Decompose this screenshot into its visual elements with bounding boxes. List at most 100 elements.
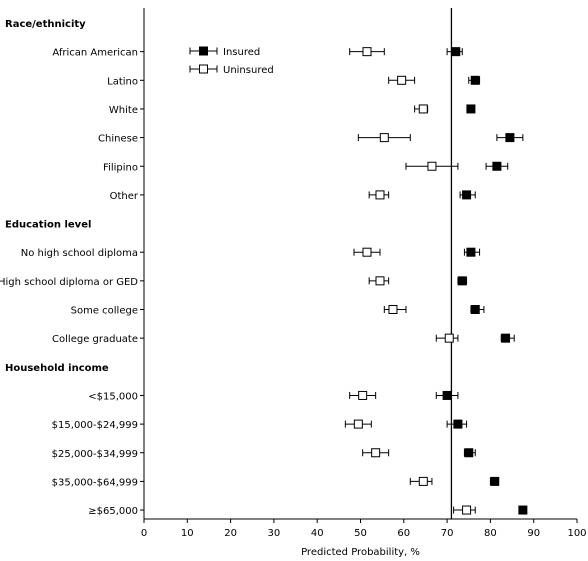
data-row: College graduate xyxy=(52,333,515,345)
open-square-marker xyxy=(397,75,407,85)
row-label: $15,000-$24,999 xyxy=(52,420,138,431)
uninsured-point xyxy=(453,505,476,515)
open-square-marker xyxy=(353,419,363,429)
x-axis-ticks: 0 10 20 30 40 50 60 70 80 90 100 xyxy=(141,519,587,539)
legend-label: Insured xyxy=(223,47,260,58)
row-label: $25,000-$34,999 xyxy=(52,449,138,460)
insured-point xyxy=(446,419,468,429)
row-label: Filipino xyxy=(103,162,138,173)
row-label: $35,000-$64,999 xyxy=(52,477,138,488)
legend-entry: Insured xyxy=(189,46,260,58)
data-row: Latino xyxy=(107,75,481,87)
filled-square-marker xyxy=(505,133,515,143)
filled-square-marker xyxy=(470,75,480,85)
group-label: Household income xyxy=(5,363,109,374)
filled-square-marker xyxy=(492,161,502,171)
insured-point xyxy=(496,133,524,143)
filled-square-marker xyxy=(518,505,528,515)
insured-point xyxy=(518,505,528,515)
x-tick-label: 80 xyxy=(484,528,497,539)
open-square-marker xyxy=(462,505,472,515)
data-row: No high school diploma xyxy=(21,247,481,259)
uninsured-point xyxy=(383,305,407,314)
x-tick-label: 50 xyxy=(354,528,367,539)
insured-point xyxy=(500,333,515,343)
insured-point xyxy=(457,276,468,286)
uninsured-point xyxy=(388,75,416,85)
insured-point xyxy=(446,47,463,57)
row-label: <$15,000 xyxy=(88,391,138,402)
open-square-marker xyxy=(388,305,398,314)
row-label: Latino xyxy=(107,76,138,87)
data-row: $35,000-$64,999 xyxy=(52,476,500,488)
legend-label: Uninsured xyxy=(223,65,274,76)
group-label: Education level xyxy=(5,220,91,231)
uninsured-point xyxy=(353,247,381,257)
row-label: Some college xyxy=(71,306,138,317)
uninsured-point xyxy=(368,190,390,200)
uninsured-point xyxy=(349,390,377,400)
insured-point xyxy=(468,75,481,85)
data-row: High school diploma or GED xyxy=(0,276,468,288)
open-square-marker xyxy=(358,390,368,400)
row-label: No high school diploma xyxy=(21,248,138,259)
uninsured-point xyxy=(414,104,429,114)
filled-square-marker xyxy=(501,333,511,343)
open-square-marker xyxy=(418,476,428,486)
filled-square-marker xyxy=(462,190,472,200)
filled-square-marker xyxy=(466,104,476,114)
data-row: Some college xyxy=(71,305,485,317)
open-square-marker xyxy=(362,47,372,57)
insured-point xyxy=(470,305,485,314)
filled-square-marker xyxy=(442,390,452,400)
filled-square-marker xyxy=(466,247,476,257)
uninsured-point xyxy=(409,476,433,486)
uninsured-point xyxy=(357,133,411,143)
open-square-marker xyxy=(418,104,428,114)
plot-frame xyxy=(143,8,577,520)
data-row: Chinese xyxy=(98,133,524,145)
insured-point xyxy=(435,390,459,400)
insured-point xyxy=(485,161,509,171)
row-label: African American xyxy=(52,48,138,59)
open-square-marker xyxy=(375,190,385,200)
filled-square-marker xyxy=(451,47,461,57)
legend-open-square-icon xyxy=(199,64,208,74)
row-label: ≥$65,000 xyxy=(88,506,138,517)
filled-square-marker xyxy=(490,476,500,486)
row-label: Chinese xyxy=(98,134,138,145)
legend: Insured Uninsured xyxy=(189,46,274,76)
uninsured-point xyxy=(405,161,459,171)
filled-square-marker xyxy=(464,448,474,458)
rows-group: Race/ethnicity African American Latino Whit… xyxy=(0,19,528,517)
x-tick-label: 40 xyxy=(311,528,324,539)
insured-point xyxy=(463,448,476,458)
uninsured-point xyxy=(435,333,459,343)
row-label: Other xyxy=(110,191,139,202)
x-tick-label: 60 xyxy=(397,528,410,539)
uninsured-point xyxy=(362,448,390,458)
row-label: White xyxy=(109,105,138,116)
data-row: Filipino xyxy=(103,161,509,173)
open-square-marker xyxy=(444,333,454,343)
x-tick-label: 20 xyxy=(224,528,237,539)
data-row: $25,000-$34,999 xyxy=(52,448,476,460)
group-label: Race/ethnicity xyxy=(5,19,86,30)
data-row: $15,000-$24,999 xyxy=(52,419,468,431)
x-tick-label: 90 xyxy=(527,528,540,539)
uninsured-point xyxy=(349,47,385,57)
data-row: Other xyxy=(110,190,476,202)
x-tick-label: 10 xyxy=(181,528,194,539)
filled-square-marker xyxy=(457,276,467,286)
x-tick-label: 70 xyxy=(441,528,454,539)
open-square-marker xyxy=(362,247,372,257)
row-label: College graduate xyxy=(52,334,138,345)
uninsured-point xyxy=(344,419,372,429)
open-square-marker xyxy=(379,133,389,143)
data-row: <$15,000 xyxy=(88,390,459,402)
open-square-marker xyxy=(375,276,385,286)
open-square-marker xyxy=(427,161,437,171)
x-axis-title: Predicted Probability, % xyxy=(301,547,420,558)
insured-point xyxy=(466,104,476,114)
